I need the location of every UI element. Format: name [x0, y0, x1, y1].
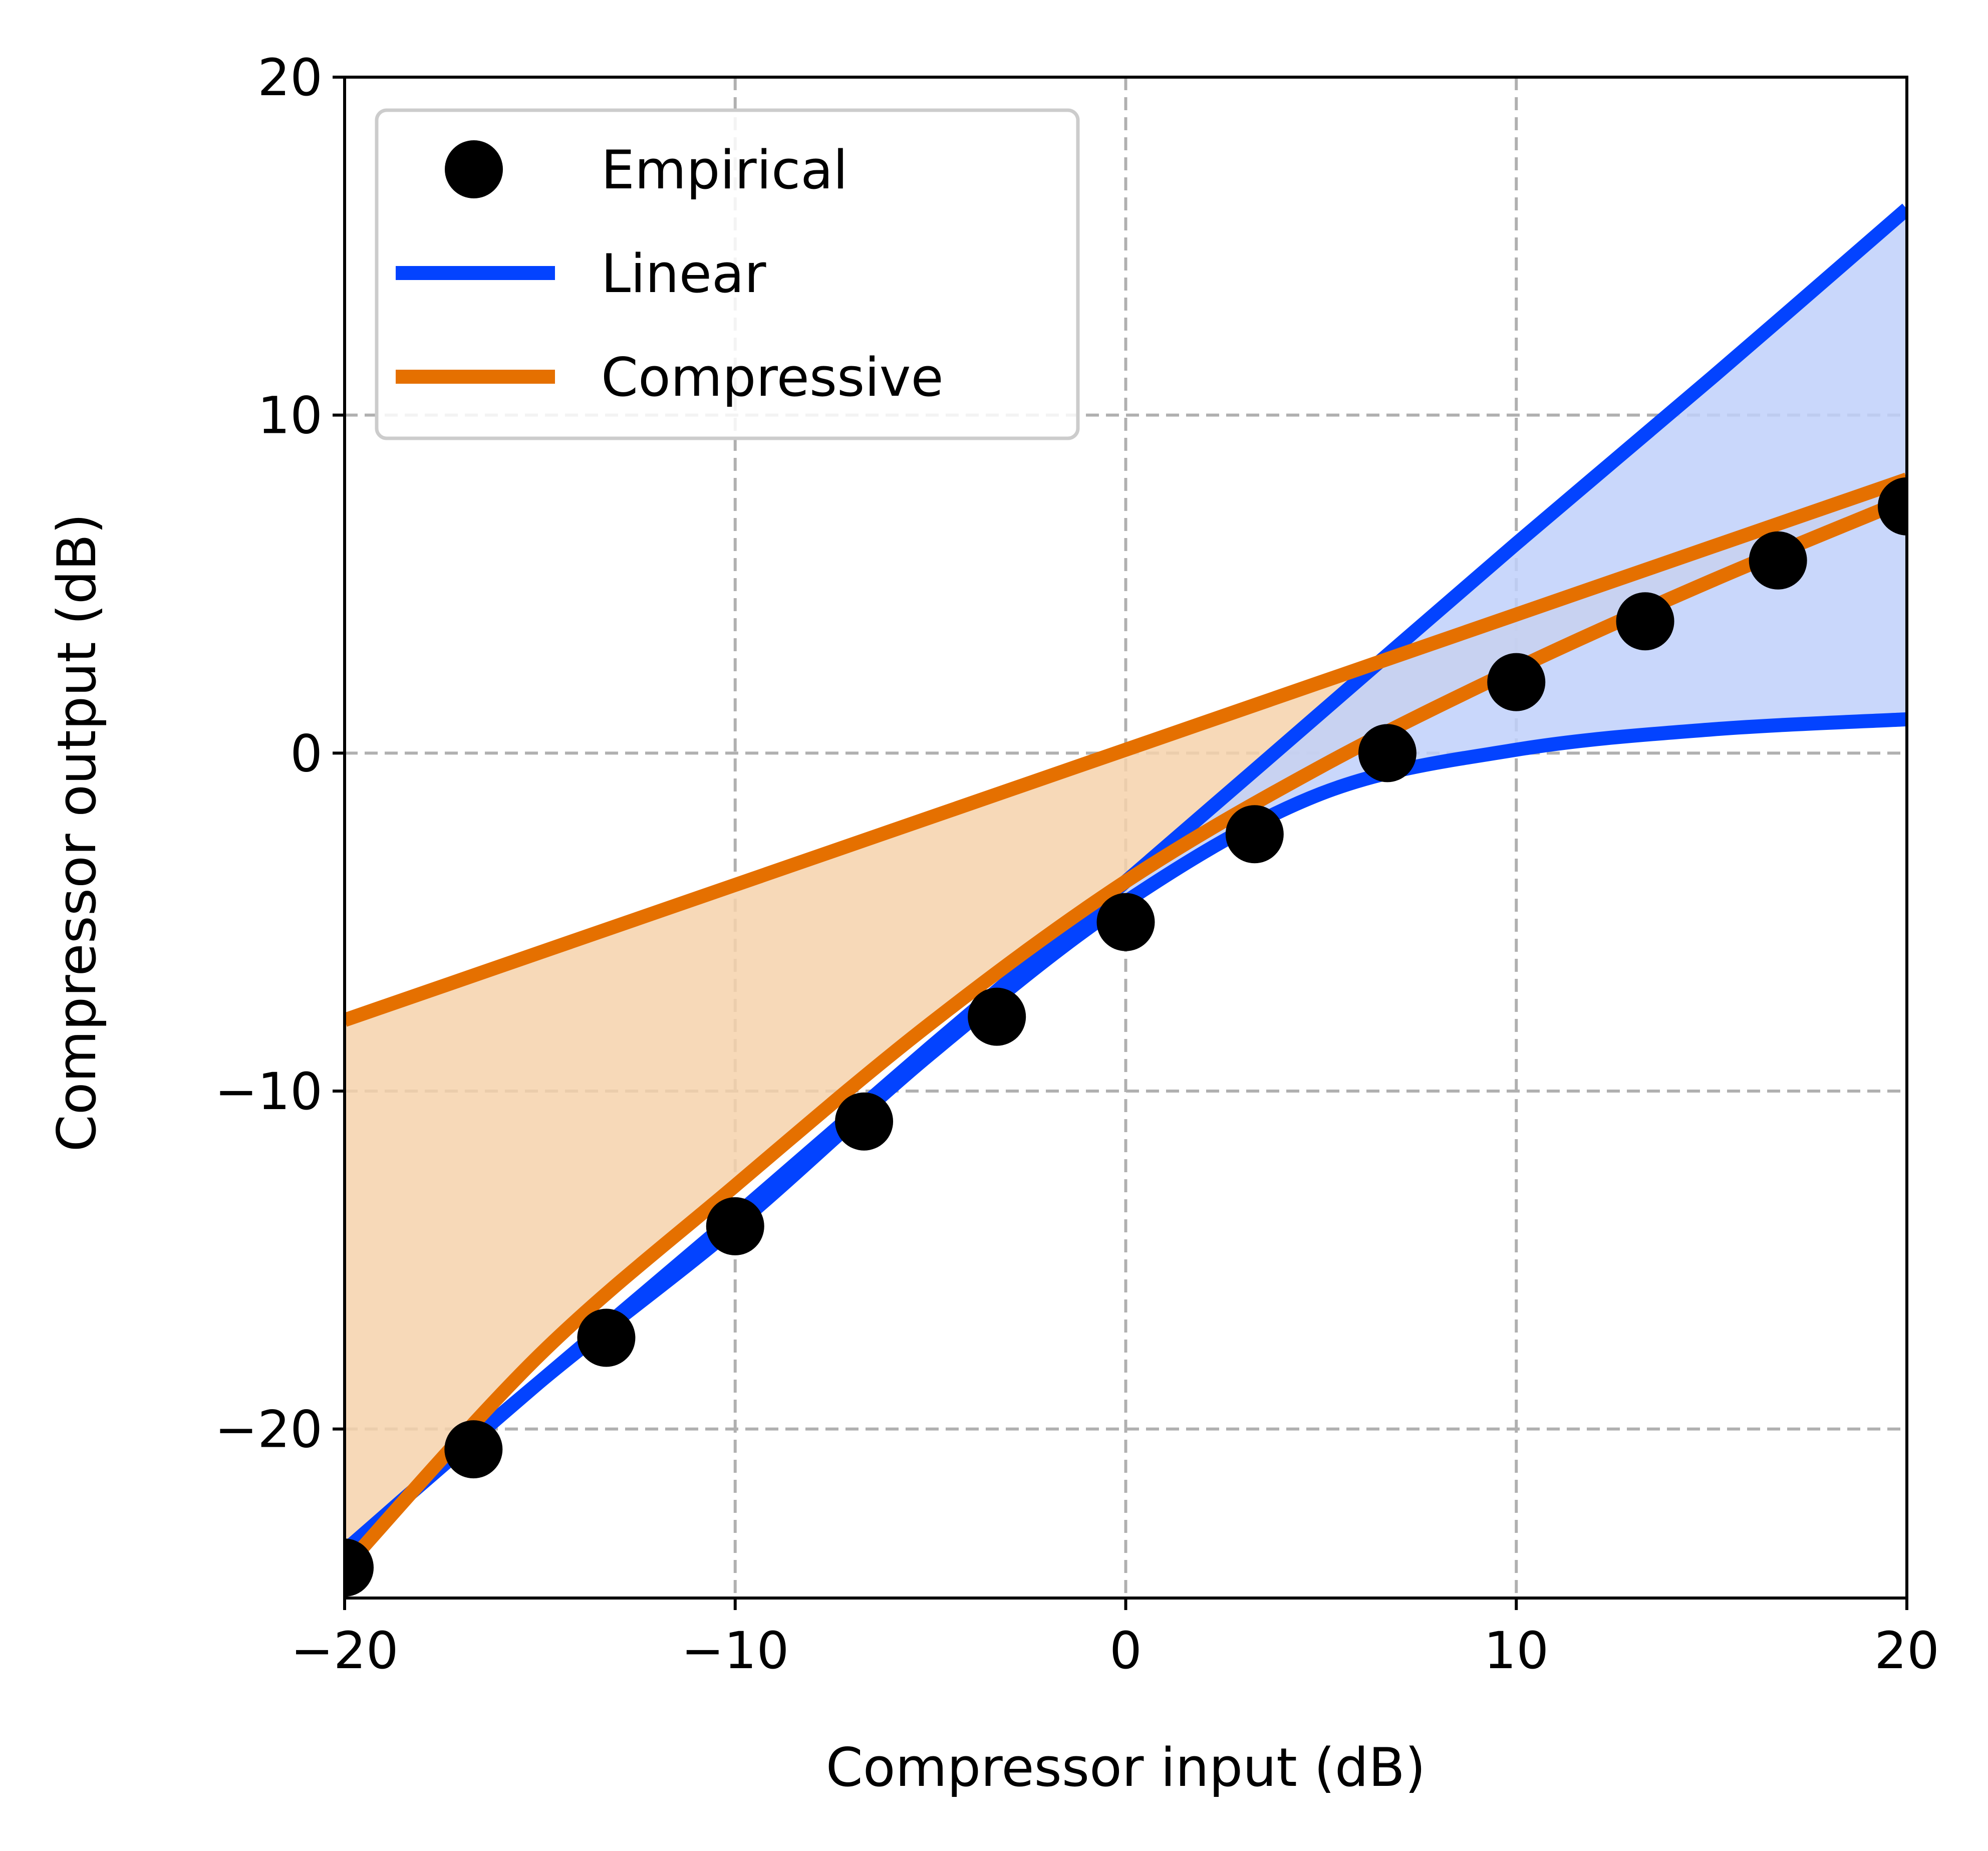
empirical-point — [1096, 893, 1155, 951]
empirical-point — [1616, 592, 1674, 651]
legend-empirical-marker — [445, 140, 503, 198]
y-tick-label: 10 — [257, 386, 323, 446]
legend-label-compressive: Compressive — [601, 347, 944, 408]
empirical-point — [968, 987, 1026, 1046]
legend-box — [375, 108, 1080, 440]
empirical-point — [444, 1420, 503, 1479]
empirical-point — [706, 1197, 764, 1255]
x-tick-label: −10 — [681, 1621, 789, 1681]
x-axis-label: Compressor input (dB) — [826, 1737, 1426, 1798]
x-tick-label: 0 — [1109, 1621, 1142, 1681]
left-mask — [0, 0, 343, 1851]
legend-label-empirical: Empirical — [601, 139, 848, 201]
right-mask — [1908, 0, 1988, 1851]
y-tick-label: 20 — [257, 48, 323, 108]
legend: Empirical Linear Compressive — [375, 108, 1080, 440]
empirical-point — [577, 1308, 636, 1367]
empirical-point — [1487, 653, 1546, 711]
empirical-point — [835, 1092, 894, 1151]
ticks: −20 −10 0 10 20 −20 −10 0 10 20 — [215, 48, 1939, 1681]
x-tick-label: −20 — [291, 1621, 398, 1681]
y-tick-label: −10 — [215, 1062, 323, 1122]
compressive-upper-line — [342, 472, 1909, 1027]
empirical-point — [1358, 724, 1416, 782]
empirical-point — [1225, 805, 1284, 864]
bottom-mask — [0, 1600, 1988, 1851]
x-tick-label: 20 — [1874, 1621, 1939, 1681]
x-tick-label: 10 — [1484, 1621, 1549, 1681]
top-mask — [0, 0, 1988, 76]
legend-label-linear: Linear — [601, 243, 766, 305]
y-axis-label: Compressor output (dB) — [46, 513, 108, 1152]
compressive-band-fill — [345, 479, 1907, 1568]
empirical-point — [1749, 531, 1807, 590]
y-tick-label: −20 — [215, 1400, 323, 1460]
y-tick-label: 0 — [290, 724, 323, 783]
